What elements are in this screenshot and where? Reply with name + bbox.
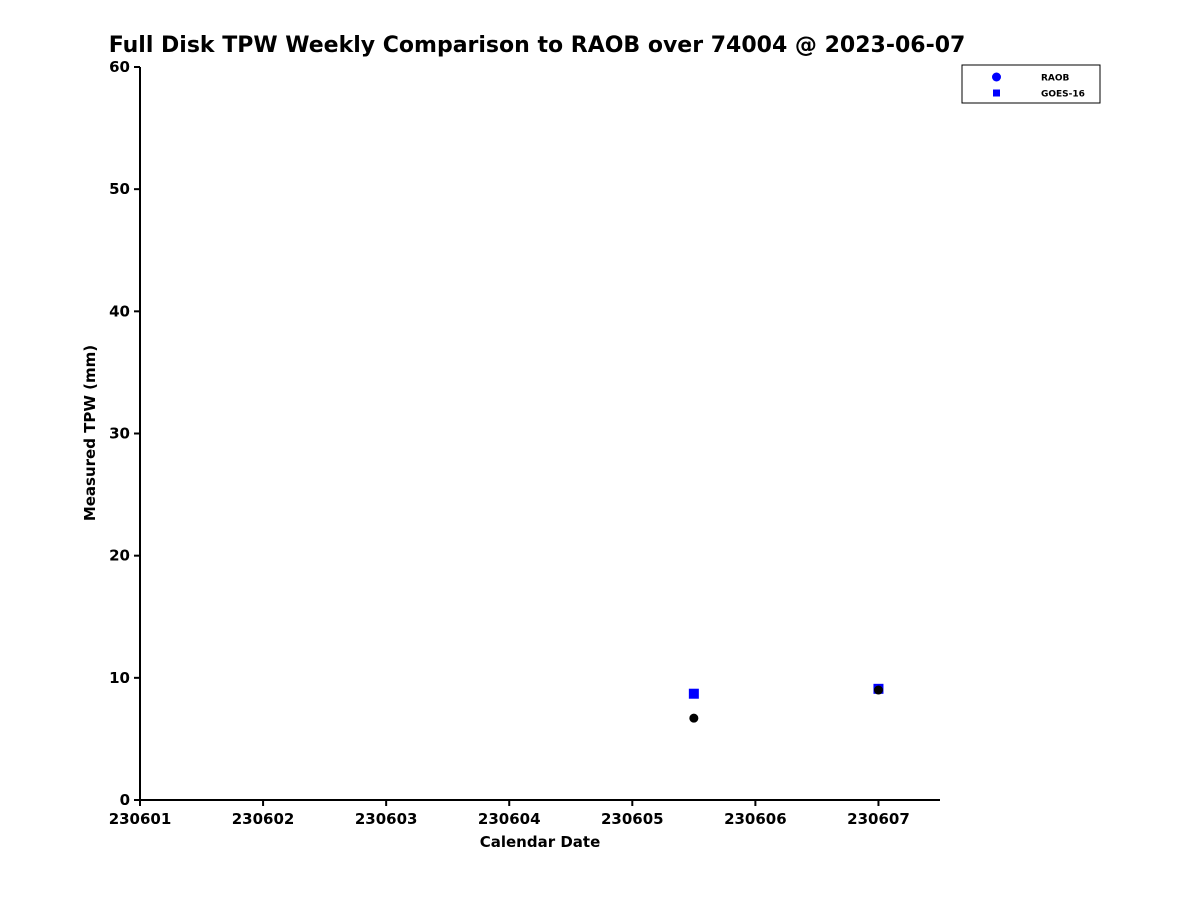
x-tick-label: 230603 [355, 810, 418, 828]
legend-label-raob: RAOB [1041, 74, 1070, 84]
x-axis-label: Calendar Date [480, 833, 601, 851]
data-point-raob [873, 685, 883, 695]
x-tick-label: 230601 [109, 810, 172, 828]
x-tick-label: 230602 [232, 810, 295, 828]
axes-layer: 230601 230602 230603 230604 230605 230606 2306… [109, 58, 940, 828]
y-tick-label: 30 [109, 425, 130, 443]
legend-marker-raob [992, 72, 1001, 82]
data-point-raob [689, 713, 699, 723]
legend-label-goes-16: GOES-16 [1041, 90, 1085, 100]
y-tick-label: 50 [109, 180, 130, 198]
y-tick-label: 10 [109, 669, 130, 687]
x-tick-label: 230605 [601, 810, 664, 828]
x-tick-label: 230606 [724, 810, 787, 828]
y-tick-label: 20 [109, 547, 130, 565]
legend-marker-goes-16 [993, 89, 1000, 97]
y-tick-label: 60 [109, 58, 130, 76]
y-tick-label: 0 [120, 791, 130, 809]
data-layer [688, 683, 884, 723]
y-tick-label: 40 [109, 302, 130, 320]
chart-title: Full Disk TPW Weekly Comparison to RAOB … [109, 33, 966, 58]
x-tick-label: 230604 [478, 810, 541, 828]
data-point-goes-16 [688, 688, 699, 699]
x-tick-label: 230607 [847, 810, 910, 828]
legend-box [961, 64, 1101, 104]
y-axis-label: Measured TPW (mm) [81, 345, 99, 521]
legend: RAOB GOES-16 [961, 64, 1101, 104]
